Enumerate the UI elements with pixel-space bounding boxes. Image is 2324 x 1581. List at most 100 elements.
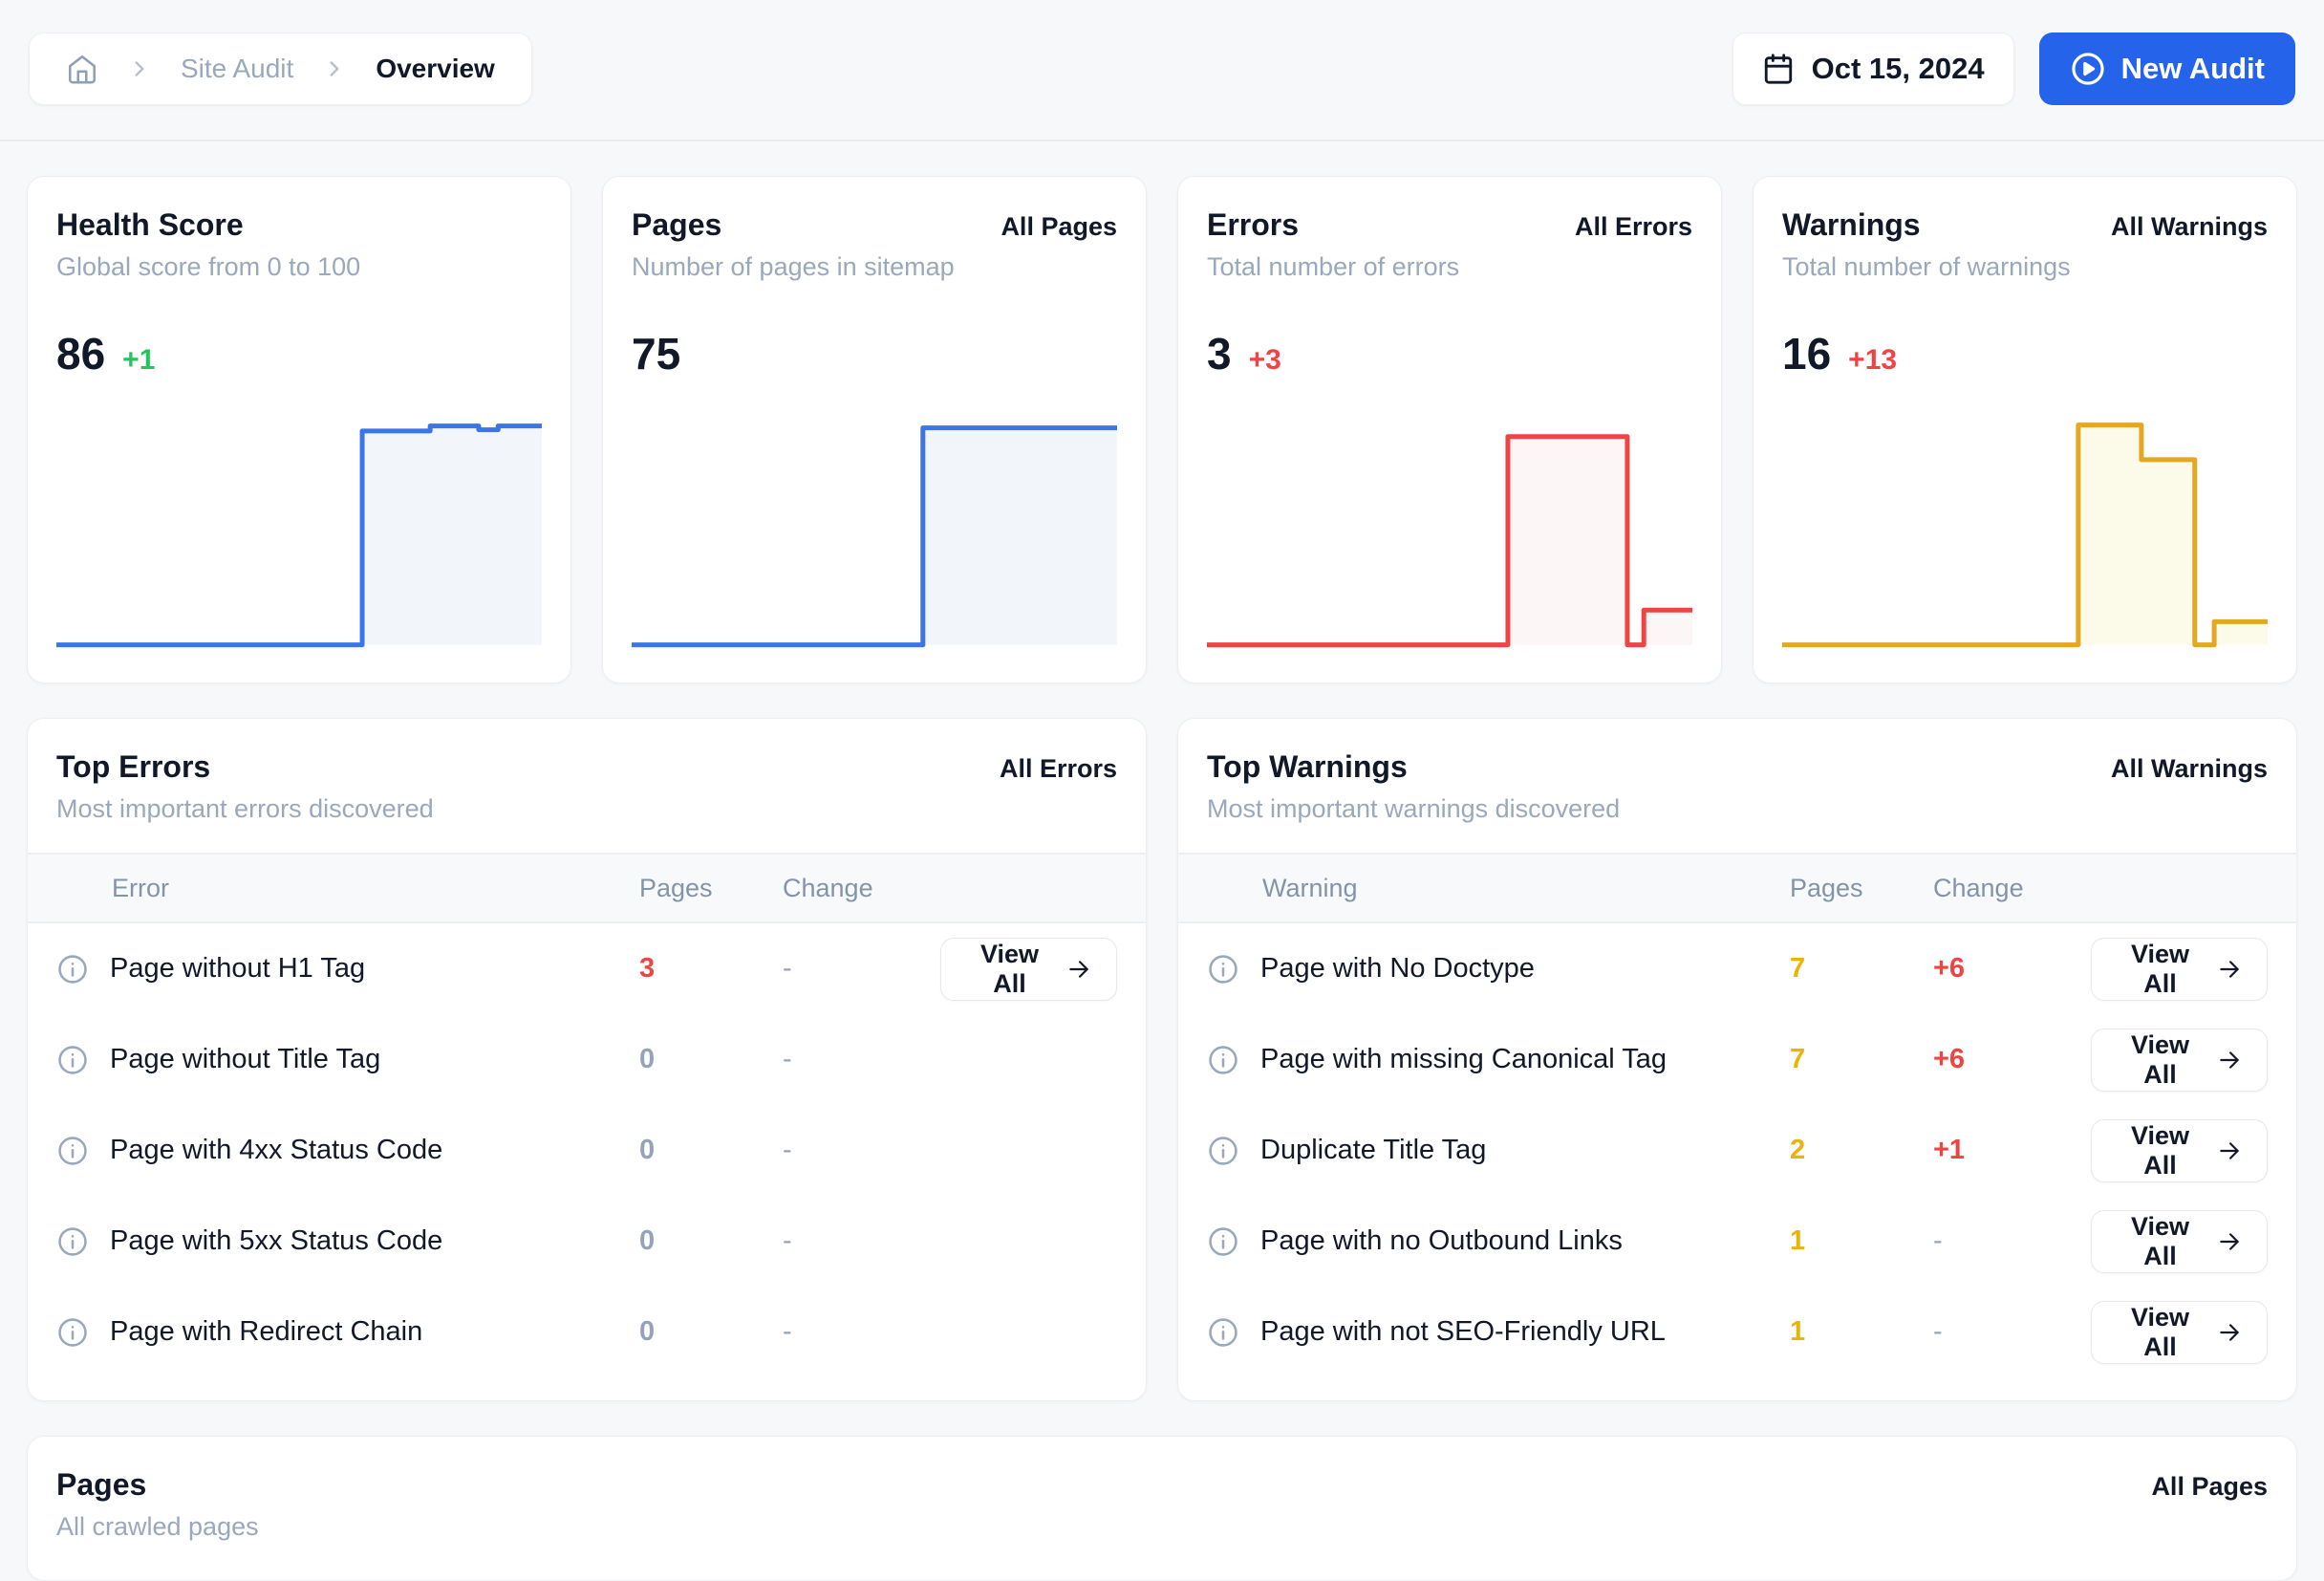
info-icon[interactable]	[56, 1044, 89, 1076]
error-row-label: Page with Redirect Chain	[110, 1316, 423, 1347]
warnings-value: 16	[1782, 329, 1832, 379]
column-header-pages: Pages	[639, 873, 713, 902]
pages-section-card: Pages All Pages All crawled pages	[27, 1436, 2297, 1581]
warning-row-label: Page with no Outbound Links	[1260, 1225, 1623, 1256]
top-bar: Site Audit Overview Oct 15, 2024 New Aud…	[0, 0, 2324, 141]
pages-count: 0	[639, 1225, 656, 1256]
breadcrumb: Site Audit Overview	[29, 32, 532, 105]
table-row: Duplicate Title Tag 2 +1 View All	[1178, 1105, 2296, 1196]
arrow-right-icon	[2217, 1138, 2242, 1163]
table-row: Page with 4xx Status Code 0 -	[28, 1105, 1146, 1196]
view-all-button[interactable]: View All	[2091, 1028, 2268, 1092]
info-icon[interactable]	[56, 1135, 89, 1167]
column-header-pages: Pages	[1790, 873, 1863, 902]
view-all-button[interactable]: View All	[2091, 937, 2268, 1001]
all-warnings-link[interactable]: All Warnings	[2110, 754, 2268, 783]
info-icon[interactable]	[56, 953, 89, 985]
arrow-right-icon	[2217, 1320, 2242, 1345]
breadcrumb-site-audit[interactable]: Site Audit	[181, 54, 294, 83]
pages-count: 7	[1790, 953, 1806, 984]
info-icon[interactable]	[56, 1225, 89, 1258]
view-all-label: View All	[979, 939, 1040, 998]
table-row: Page with not SEO-Friendly URL 1 - View …	[1178, 1287, 2296, 1377]
change-value: +6	[1933, 953, 1966, 984]
errors-delta: +3	[1248, 344, 1281, 376]
warning-row-label: Page with missing Canonical Tag	[1260, 1044, 1668, 1074]
health-score-card: Health Score Global score from 0 to 100 …	[27, 176, 571, 683]
pages-value: 75	[632, 329, 681, 379]
health-score-sparkline	[56, 397, 542, 654]
column-header-error: Error	[112, 873, 169, 902]
info-icon[interactable]	[1207, 1044, 1239, 1076]
card-subtitle: Global score from 0 to 100	[56, 252, 361, 281]
table-row: Page with 5xx Status Code 0 -	[28, 1196, 1146, 1287]
tables-row: Top Errors All Errors Most important err…	[27, 718, 2297, 1401]
top-errors-card: Top Errors All Errors Most important err…	[27, 718, 1147, 1401]
view-all-button[interactable]: View All	[940, 937, 1117, 1001]
all-pages-link[interactable]: All Pages	[1001, 212, 1117, 241]
arrow-right-icon	[2217, 957, 2242, 982]
info-icon[interactable]	[1207, 953, 1239, 985]
table-row: Page without Title Tag 0 -	[28, 1014, 1146, 1105]
pages-count: 0	[639, 1044, 656, 1074]
dashboard-main: Health Score Global score from 0 to 100 …	[0, 141, 2324, 1581]
info-icon[interactable]	[1207, 1225, 1239, 1258]
card-title: Errors	[1207, 207, 1300, 242]
warnings-table-header: Warning Pages Change	[1178, 853, 2296, 923]
top-warnings-title: Top Warnings	[1207, 749, 1408, 784]
change-value: -	[783, 1135, 792, 1165]
new-audit-button[interactable]: New Audit	[2038, 32, 2295, 105]
warning-row-label: Duplicate Title Tag	[1260, 1135, 1487, 1165]
table-row: Page without H1 Tag 3 - View All	[28, 923, 1146, 1014]
view-all-button[interactable]: View All	[2091, 1118, 2268, 1182]
arrow-right-icon	[1066, 957, 1091, 982]
calendar-icon	[1762, 53, 1795, 85]
pages-count: 1	[1790, 1225, 1806, 1256]
pages-section-title: Pages	[56, 1467, 147, 1502]
card-title: Health Score	[56, 207, 244, 242]
change-value: +1	[1933, 1135, 1966, 1165]
view-all-label: View All	[2130, 1120, 2190, 1180]
errors-value: 3	[1207, 329, 1232, 379]
all-errors-link[interactable]: All Errors	[999, 754, 1117, 783]
all-warnings-link[interactable]: All Warnings	[2110, 212, 2268, 241]
top-warnings-card: Top Warnings All Warnings Most important…	[1177, 718, 2297, 1401]
health-score-value: 86	[56, 329, 106, 379]
pages-count: 2	[1790, 1135, 1806, 1165]
error-row-label: Page without Title Tag	[110, 1044, 381, 1074]
info-icon[interactable]	[56, 1316, 89, 1349]
pages-count: 0	[639, 1316, 656, 1347]
pages-count: 0	[639, 1135, 656, 1165]
pages-section-subtitle: All crawled pages	[56, 1512, 259, 1541]
pages-count: 3	[639, 953, 656, 984]
column-header-change: Change	[783, 873, 873, 902]
top-errors-title: Top Errors	[56, 749, 211, 784]
card-title: Warnings	[1782, 207, 1921, 242]
top-errors-subtitle: Most important errors discovered	[56, 794, 434, 823]
info-icon[interactable]	[1207, 1316, 1239, 1349]
change-value: -	[1933, 1225, 1943, 1256]
health-score-delta: +1	[122, 344, 156, 376]
errors-table-header: Error Pages Change	[28, 853, 1146, 923]
errors-sparkline	[1207, 397, 1692, 654]
table-row: Page with no Outbound Links 1 - View All	[1178, 1196, 2296, 1287]
chevron-right-icon	[127, 56, 152, 81]
view-all-button[interactable]: View All	[2091, 1300, 2268, 1364]
arrow-right-icon	[2217, 1048, 2242, 1072]
info-icon[interactable]	[1207, 1135, 1239, 1167]
all-errors-link[interactable]: All Errors	[1574, 212, 1692, 241]
breadcrumb-overview: Overview	[376, 54, 495, 83]
pages-count: 7	[1790, 1044, 1806, 1074]
view-all-button[interactable]: View All	[2091, 1209, 2268, 1273]
warnings-sparkline	[1782, 397, 2268, 654]
error-row-label: Page with 4xx Status Code	[110, 1135, 443, 1165]
new-audit-label: New Audit	[2120, 52, 2265, 85]
column-header-change: Change	[1933, 873, 2024, 902]
pages-sparkline	[632, 397, 1117, 654]
error-row-label: Page without H1 Tag	[110, 953, 366, 984]
view-all-label: View All	[2130, 939, 2190, 998]
home-icon[interactable]	[66, 53, 98, 85]
all-pages-link[interactable]: All Pages	[2151, 1472, 2268, 1501]
pages-count: 1	[1790, 1316, 1806, 1347]
date-picker-button[interactable]: Oct 15, 2024	[1732, 32, 2014, 105]
